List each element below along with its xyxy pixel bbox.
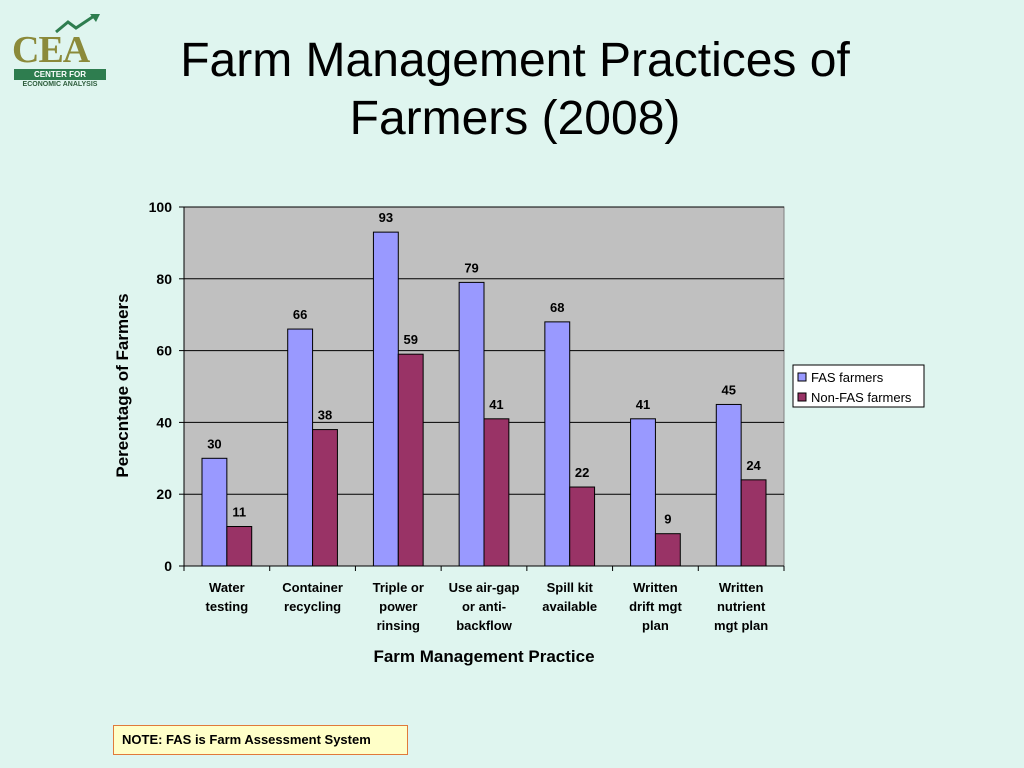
x-tick-label: recycling [284, 599, 341, 614]
x-tick-label: power [379, 599, 417, 614]
data-label: 68 [550, 300, 564, 315]
data-label: 93 [379, 210, 393, 225]
slide-title: Farm Management Practices of Farmers (20… [110, 32, 920, 148]
x-tick-label: available [542, 599, 597, 614]
bar [458, 281, 485, 567]
data-label: 79 [464, 260, 478, 275]
x-tick-label: drift mgt [629, 599, 682, 614]
data-label: 41 [636, 397, 650, 412]
legend [792, 364, 925, 408]
logo-letters: CEA [12, 29, 90, 71]
y-tick-label: 40 [156, 414, 172, 430]
legend-label: FAS farmers [811, 370, 884, 385]
x-tick-label: Water [209, 580, 245, 595]
data-label: 45 [721, 382, 735, 397]
x-axis-title: Farm Management Practice [373, 647, 594, 666]
data-label: 11 [232, 505, 246, 520]
data-label: 9 [664, 512, 671, 527]
legend-swatch [797, 392, 807, 402]
data-label: 22 [575, 465, 589, 480]
data-label: 59 [403, 332, 417, 347]
title-line-2: Farmers (2008) [349, 92, 681, 145]
x-tick-label: plan [642, 618, 669, 633]
y-tick-label: 100 [149, 199, 173, 215]
logo-line1: CENTER FOR [14, 69, 106, 80]
growth-arrow-icon [55, 14, 100, 34]
bar-chart: 0 20 40 60 80 100 30 11 Water testing 66 38 Containe… [113, 199, 925, 666]
bar [740, 479, 767, 567]
x-tick-label: backflow [456, 618, 513, 633]
bar [372, 231, 399, 567]
y-tick-label: 0 [164, 558, 172, 574]
x-tick-label: Spill kit [547, 580, 594, 595]
x-tick-label: mgt plan [714, 618, 768, 633]
legend-swatch [797, 372, 807, 382]
legend-label: Non-FAS farmers [811, 390, 912, 405]
x-tick-label: Container [282, 580, 343, 595]
x-tick-label: rinsing [377, 618, 420, 633]
footnote: NOTE: FAS is Farm Assessment System [113, 725, 408, 755]
y-tick-label: 60 [156, 343, 172, 359]
bar [201, 457, 228, 567]
x-tick-label: testing [206, 599, 249, 614]
x-tick-label: Written [633, 580, 678, 595]
bar [654, 533, 681, 567]
data-label: 30 [207, 436, 221, 451]
y-tick-label: 80 [156, 271, 172, 287]
bar [569, 486, 596, 567]
data-label: 41 [489, 397, 503, 412]
x-tick-label: nutrient [717, 599, 766, 614]
bar [287, 328, 314, 567]
bar [630, 418, 656, 567]
title-line-1: Farm Management Practices of [180, 34, 850, 87]
bar [483, 418, 510, 567]
bar [397, 353, 424, 567]
data-label: 24 [746, 458, 761, 473]
x-tick-label: Written [719, 580, 764, 595]
cea-logo: CEA CENTER FOR ECONOMIC ANALYSIS [10, 14, 110, 88]
x-tick-label: or anti- [462, 599, 506, 614]
bar [312, 429, 338, 567]
x-tick-label: Triple or [373, 580, 424, 595]
data-label: 38 [318, 408, 332, 423]
y-tick-label: 20 [156, 486, 172, 502]
bar [544, 321, 571, 567]
data-label: 66 [293, 307, 307, 322]
bar [226, 526, 253, 567]
y-axis-title: Perecntage of Farmers [113, 293, 132, 477]
x-tick-label: Use air-gap [449, 580, 520, 595]
bar [715, 403, 742, 567]
logo-line2: ECONOMIC ANALYSIS [22, 81, 98, 88]
